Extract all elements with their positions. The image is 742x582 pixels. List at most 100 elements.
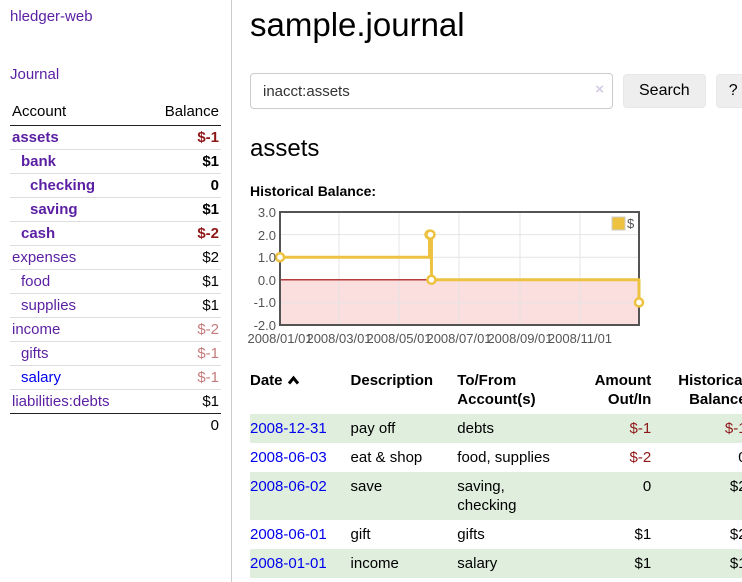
account-row: food $1 bbox=[10, 269, 221, 294]
transaction-accounts: gifts bbox=[457, 526, 485, 543]
account-link[interactable]: income bbox=[12, 321, 61, 338]
transaction-description: pay off bbox=[350, 420, 396, 437]
account-link[interactable]: salary bbox=[21, 369, 62, 386]
account-link[interactable]: cash bbox=[21, 225, 56, 242]
account-row: cash $-2 bbox=[10, 221, 221, 246]
transaction-accounts: debts bbox=[457, 420, 494, 437]
account-link[interactable]: bank bbox=[21, 153, 57, 170]
y-axis-tick: -1.0 bbox=[253, 295, 276, 311]
accounts-header-account: Account bbox=[10, 100, 145, 126]
register-header-description: Description bbox=[350, 372, 434, 389]
chart-border bbox=[279, 211, 640, 326]
account-link[interactable]: gifts bbox=[21, 345, 49, 362]
accounts-table: Account Balance assets $-1 bank $1 checking 0… bbox=[10, 100, 221, 437]
transaction-row: 2008-01-01 income salary $1 $1 bbox=[250, 549, 742, 578]
chart-point bbox=[426, 274, 437, 286]
account-balance: $-2 bbox=[144, 221, 221, 246]
account-link[interactable]: liabilities:debts bbox=[12, 393, 110, 410]
accounts-total-row: 0 bbox=[10, 413, 221, 437]
search-button[interactable]: Search bbox=[623, 74, 706, 108]
transaction-row: 2008-06-02 save saving, checking 0 $2 bbox=[250, 472, 742, 520]
account-link[interactable]: expenses bbox=[12, 249, 77, 266]
help-button[interactable]: ? bbox=[715, 74, 742, 108]
transaction-accounts: saving, checking bbox=[457, 478, 517, 514]
account-row: gifts $-1 bbox=[10, 341, 221, 366]
transaction-amount: $-2 bbox=[629, 449, 652, 466]
account-link[interactable]: assets bbox=[12, 129, 59, 146]
chart-point bbox=[274, 251, 286, 263]
x-axis-tick: 2008/05/01 bbox=[366, 331, 432, 346]
account-link[interactable]: supplies bbox=[21, 297, 77, 314]
clear-search-icon[interactable]: × bbox=[595, 81, 604, 98]
account-balance: $1 bbox=[144, 269, 221, 294]
register-header-date: Date bbox=[250, 368, 351, 414]
search-form: × Search ? bbox=[250, 73, 742, 109]
transaction-row: 2008-06-01 gift gifts $1 $2 bbox=[250, 520, 742, 549]
search-input-wrap: × bbox=[250, 73, 613, 109]
chart-title: Historical Balance: bbox=[250, 183, 377, 199]
transaction-balance: $1 bbox=[729, 555, 742, 572]
y-axis-tick: -2.0 bbox=[253, 318, 276, 333]
x-axis-tick: 2008/09/01 bbox=[487, 331, 553, 346]
transaction-balance: $-1 bbox=[724, 420, 742, 437]
account-balance: $-1 bbox=[197, 129, 219, 146]
transaction-date-link[interactable]: 2008-06-02 bbox=[250, 478, 327, 495]
y-axis-tick: 1.0 bbox=[257, 250, 276, 266]
accounts-total-value: 0 bbox=[144, 413, 221, 437]
y-axis-tick: 2.0 bbox=[257, 227, 276, 243]
transaction-date-link[interactable]: 2008-01-01 bbox=[250, 555, 327, 572]
transaction-date-link[interactable]: 2008-06-01 bbox=[250, 526, 327, 543]
account-link[interactable]: food bbox=[21, 273, 51, 290]
x-axis-tick: 2008/11/01 bbox=[547, 331, 613, 346]
account-row: liabilities:debts $1 bbox=[10, 389, 221, 414]
transaction-description: income bbox=[350, 555, 399, 572]
account-balance: $1 bbox=[144, 149, 221, 174]
account-row: salary $-1 bbox=[10, 365, 221, 390]
accounts-header-balance: Balance bbox=[144, 100, 221, 126]
x-axis-tick: 2008/01/01 bbox=[247, 331, 313, 346]
accounts-body: assets $-1 bank $1 checking 0 saving $1 cash $-2 e… bbox=[10, 126, 221, 414]
chart-point bbox=[425, 229, 436, 240]
account-balance: $1 bbox=[144, 389, 221, 414]
page-title: sample.journal bbox=[250, 6, 465, 43]
transaction-amount: 0 bbox=[642, 478, 652, 495]
account-balance: $-2 bbox=[144, 317, 221, 342]
transaction-description: save bbox=[350, 478, 383, 495]
transaction-balance: $2 bbox=[729, 478, 742, 495]
account-row: bank $1 bbox=[10, 149, 221, 174]
app-title-link[interactable]: hledger-web bbox=[10, 8, 93, 25]
legend-label: $ bbox=[627, 216, 635, 231]
register-table: Date Description To/From Account(s) Amou… bbox=[250, 368, 742, 578]
x-axis-tick: 2008/03/01 bbox=[306, 331, 372, 346]
chevron-up-icon bbox=[287, 372, 300, 391]
transaction-accounts: food, supplies bbox=[457, 449, 550, 466]
register-header-amount: Amount Out/In bbox=[594, 372, 652, 408]
x-axis-tick: 2008/07/01 bbox=[426, 331, 492, 346]
transaction-row: 2008-12-31 pay off debts $-1 $-1 bbox=[250, 414, 742, 443]
account-link[interactable]: checking bbox=[30, 177, 96, 194]
account-row: income $-2 bbox=[10, 317, 221, 342]
transaction-description: gift bbox=[350, 526, 371, 543]
account-balance: $-1 bbox=[144, 365, 221, 390]
y-axis-tick: 0.0 bbox=[257, 272, 276, 288]
transaction-date-link[interactable]: 2008-12-31 bbox=[250, 420, 327, 437]
transaction-balance: $2 bbox=[729, 526, 742, 543]
legend-swatch bbox=[611, 216, 626, 231]
account-link[interactable]: saving bbox=[30, 201, 78, 218]
register-header-row: Date Description To/From Account(s) Amou… bbox=[250, 368, 742, 414]
sidebar-item-journal[interactable]: Journal bbox=[10, 66, 60, 83]
register-header-accounts: To/From Account(s) bbox=[457, 372, 536, 408]
account-balance: $-1 bbox=[144, 341, 221, 366]
transaction-description: eat & shop bbox=[350, 449, 423, 466]
transaction-amount: $1 bbox=[634, 555, 652, 572]
account-row: expenses $2 bbox=[10, 245, 221, 270]
register-header-balance: Historical Balance bbox=[678, 372, 742, 408]
account-balance: $1 bbox=[144, 293, 221, 318]
transaction-date-link[interactable]: 2008-06-03 bbox=[250, 449, 327, 466]
register-account-title: assets bbox=[250, 135, 320, 162]
y-axis-tick: 3.0 bbox=[257, 205, 276, 220]
chart-point bbox=[633, 297, 645, 308]
search-input[interactable] bbox=[250, 73, 613, 109]
account-balance: $1 bbox=[144, 197, 221, 222]
register-body: 2008-12-31 pay off debts $-1 $-1 2008-06-03 ea… bbox=[250, 414, 742, 578]
